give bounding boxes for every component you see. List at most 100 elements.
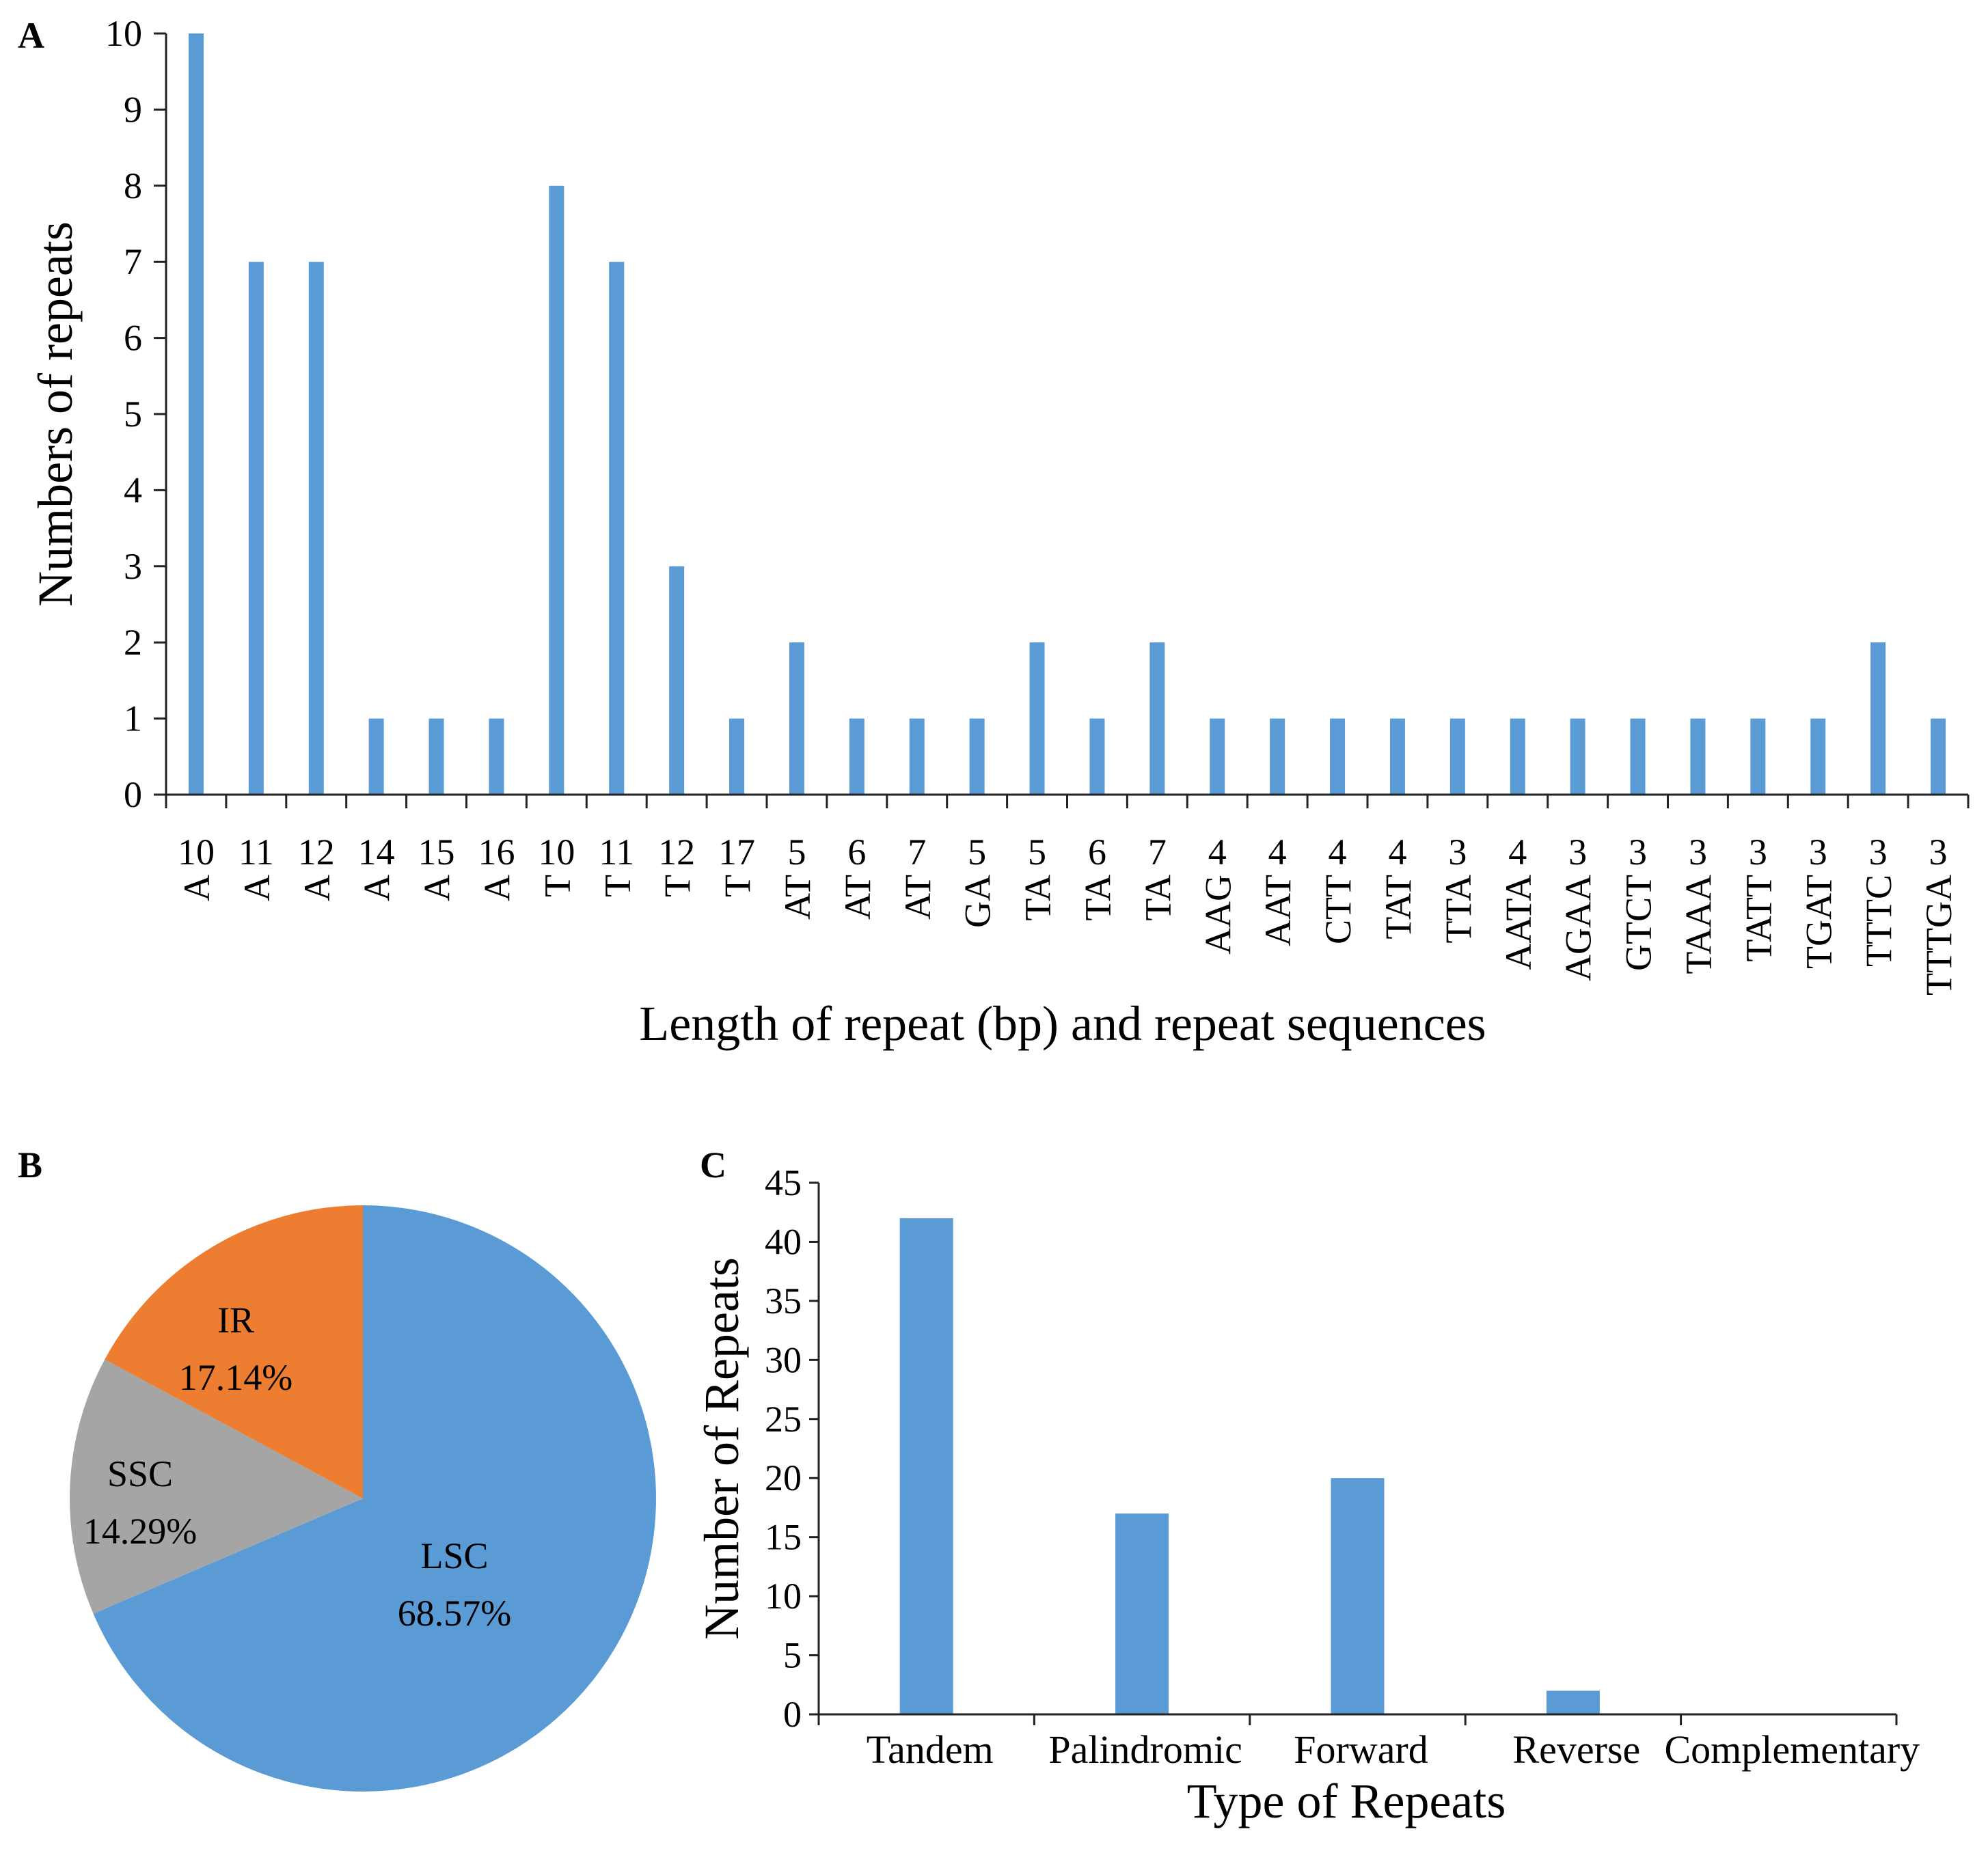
a-category-sequence: T bbox=[657, 875, 698, 897]
a-category-length: 4 bbox=[1208, 832, 1227, 873]
a-y-tick-label: 0 bbox=[124, 774, 142, 815]
a-bar bbox=[1210, 718, 1225, 795]
a-category-sequence: TA bbox=[1137, 875, 1178, 921]
a-bar bbox=[1690, 718, 1706, 795]
a-bar bbox=[1870, 642, 1886, 795]
a-category-length: 4 bbox=[1329, 832, 1347, 873]
a-category-sequence: A bbox=[357, 875, 398, 901]
a-category-sequence: AAG bbox=[1197, 875, 1238, 955]
a-category-sequence: A bbox=[236, 875, 277, 901]
a-y-tick-label: 2 bbox=[124, 622, 142, 663]
a-bar bbox=[969, 718, 985, 795]
a-category-length: 3 bbox=[1749, 832, 1767, 873]
a-category-length: 17 bbox=[718, 832, 755, 873]
a-bar bbox=[1330, 718, 1346, 795]
a-category-sequence: TAAA bbox=[1678, 875, 1719, 974]
panel-label-b: B bbox=[18, 1144, 42, 1185]
a-category-sequence: CTT bbox=[1318, 875, 1359, 944]
a-y-tick-label: 8 bbox=[124, 165, 142, 206]
a-y-tick-label: 6 bbox=[124, 318, 142, 359]
a-bar bbox=[1449, 718, 1465, 795]
a-category-sequence: A bbox=[176, 875, 217, 901]
a-category-sequence: TGAT bbox=[1798, 875, 1839, 969]
a-bar bbox=[1389, 718, 1405, 795]
c-bar bbox=[1331, 1478, 1385, 1714]
panel-c-bar-chart: C 0 5 10 15 20 25 30 35 40 45 Tandem Palindromic Fo… bbox=[694, 1144, 1920, 1828]
pie-label-ssc: SSC bbox=[107, 1453, 173, 1494]
a-bar bbox=[1750, 718, 1766, 795]
a-bar bbox=[368, 718, 384, 795]
a-category-sequence: TA bbox=[1077, 875, 1118, 921]
pie-percent-lsc: 68.57% bbox=[398, 1593, 511, 1634]
a-bar bbox=[549, 185, 564, 795]
a-category-sequence: TTA bbox=[1438, 875, 1479, 944]
a-bar bbox=[248, 262, 264, 795]
c-category-label: Forward bbox=[1294, 1727, 1428, 1772]
a-category-sequence: AT bbox=[897, 875, 938, 920]
a-category-length: 7 bbox=[1148, 832, 1167, 873]
a-category-length: 12 bbox=[298, 832, 335, 873]
a-category-sequence: T bbox=[717, 875, 758, 897]
a-bar bbox=[188, 33, 204, 795]
pie-slice-ssc bbox=[70, 1359, 364, 1614]
a-category-length: 7 bbox=[908, 832, 926, 873]
a-category-length: 4 bbox=[1388, 832, 1406, 873]
a-category-length: 11 bbox=[239, 832, 274, 873]
a-category-length: 5 bbox=[787, 832, 806, 873]
a-y-tick-label: 10 bbox=[105, 13, 142, 54]
a-bar bbox=[729, 718, 745, 795]
pie-label-ir: IR bbox=[217, 1300, 254, 1341]
a-category-length: 3 bbox=[1629, 832, 1647, 873]
c-y-tick-label: 20 bbox=[765, 1457, 802, 1498]
a-y-tick-label: 1 bbox=[124, 698, 142, 739]
a-category-length: 14 bbox=[358, 832, 395, 873]
a-category-length: 10 bbox=[178, 832, 215, 873]
a-y-tick-label: 5 bbox=[124, 394, 142, 435]
c-y-tick-label: 45 bbox=[765, 1162, 802, 1203]
pie-percent-ssc: 14.29% bbox=[83, 1511, 197, 1552]
c-y-tick-label: 30 bbox=[765, 1339, 802, 1380]
a-category-sequence: TTTGA bbox=[1918, 875, 1959, 996]
c-y-tick-label: 10 bbox=[765, 1576, 802, 1617]
a-category-sequence: AT bbox=[837, 875, 878, 920]
a-bar bbox=[1149, 642, 1165, 795]
a-x-axis-title: Length of repeat (bp) and repeat sequenc… bbox=[639, 996, 1486, 1051]
c-bar bbox=[1115, 1513, 1169, 1714]
a-category-sequence: TA bbox=[1018, 875, 1059, 921]
a-category-sequence: TTTC bbox=[1858, 875, 1899, 967]
c-y-tick-label: 5 bbox=[783, 1635, 802, 1676]
panel-label-c: C bbox=[700, 1144, 726, 1185]
a-bar bbox=[1270, 718, 1285, 795]
a-category-length: 16 bbox=[478, 832, 515, 873]
a-bar bbox=[428, 718, 444, 795]
c-y-tick-label: 25 bbox=[765, 1399, 802, 1440]
a-category-sequence: GTCT bbox=[1618, 875, 1659, 971]
a-category-sequence: T bbox=[536, 875, 577, 897]
a-category-length: 10 bbox=[538, 832, 575, 873]
pie-percent-ir: 17.14% bbox=[179, 1357, 292, 1398]
a-bar bbox=[308, 262, 324, 795]
a-bar bbox=[1089, 718, 1105, 795]
a-category-length: 11 bbox=[599, 832, 634, 873]
a-category-length: 5 bbox=[968, 832, 986, 873]
a-y-tick-label: 7 bbox=[124, 241, 142, 282]
a-category-length: 4 bbox=[1268, 832, 1287, 873]
a-bar bbox=[1630, 718, 1646, 795]
c-x-axis-title: Type of Repeats bbox=[1187, 1774, 1506, 1828]
a-bar bbox=[789, 642, 804, 795]
a-bar bbox=[609, 262, 625, 795]
a-category-sequence: TATT bbox=[1738, 875, 1779, 962]
c-y-tick-label: 40 bbox=[765, 1221, 802, 1262]
c-y-tick-label: 0 bbox=[783, 1694, 802, 1735]
a-category-length: 6 bbox=[847, 832, 866, 873]
a-category-length: 3 bbox=[1809, 832, 1827, 873]
panel-label-a: A bbox=[18, 15, 44, 56]
a-category-sequence: AAT bbox=[1257, 875, 1298, 946]
a-category-length: 3 bbox=[1689, 832, 1707, 873]
a-y-axis-title: Numbers of repeats bbox=[28, 221, 83, 607]
c-category-label: Tandem bbox=[867, 1727, 994, 1772]
a-category-length: 3 bbox=[1448, 832, 1467, 873]
a-bar bbox=[1570, 718, 1585, 795]
